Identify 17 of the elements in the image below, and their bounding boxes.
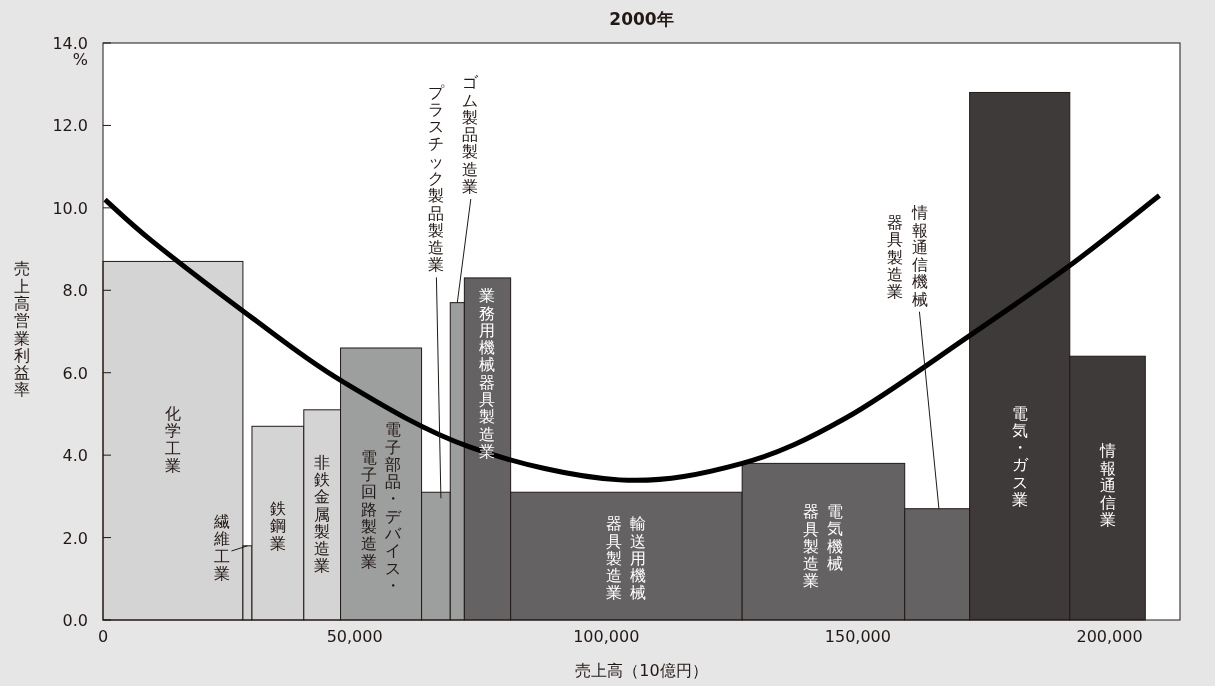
x-axis-title: 売上高（10億円） <box>575 661 708 680</box>
y-tick-label: 8.0 <box>62 281 88 301</box>
x-tick-label: 100,000 <box>573 627 640 646</box>
y-tick-label: 0.0 <box>62 611 88 630</box>
y-tick-label: 4.0 <box>62 446 88 466</box>
y-tick-label: 12.0 <box>52 116 88 136</box>
y-tick-label: 2.0 <box>62 528 88 548</box>
x-tick-label: 0 <box>97 627 109 646</box>
y-axis-title: 売上高営業利益率 <box>14 259 30 400</box>
text: % <box>72 50 88 69</box>
x-tick-label: 50,000 <box>326 627 383 646</box>
y-tick-label: 14.0 <box>52 34 88 53</box>
x-tick-label: 150,000 <box>824 627 891 646</box>
y-tick-label: 10.0 <box>52 198 88 218</box>
y-tick-label: 6.0 <box>62 363 88 383</box>
chart-title: 2000年 <box>609 9 674 29</box>
x-tick-label: 200,000 <box>1076 627 1143 646</box>
